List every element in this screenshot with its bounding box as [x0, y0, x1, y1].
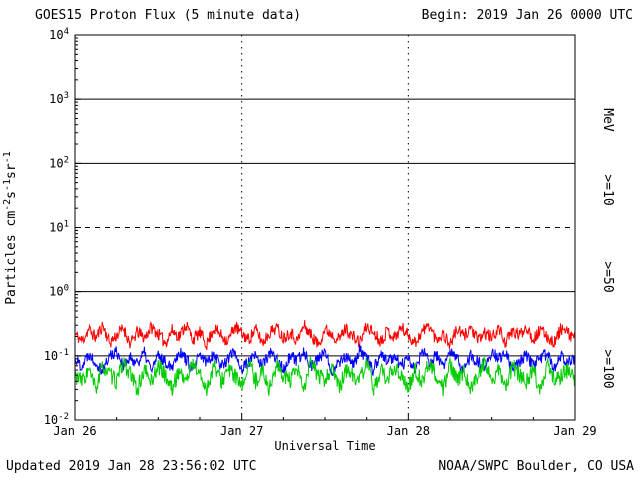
y-axis-title-superscript: -2 [2, 199, 13, 211]
x-axis-title: Universal Time [274, 439, 375, 453]
y-axis-title-part: s [4, 191, 19, 199]
y-tick-label-exponent: 2 [64, 155, 69, 165]
y-axis-title: Particles cm-2s-1sr-1 [2, 151, 19, 305]
y-tick-label: 10-1 [44, 348, 69, 363]
chart-title: GOES15 Proton Flux (5 minute data) [35, 8, 301, 23]
series-line-100-mev [75, 356, 575, 397]
y-tick-label: 104 [49, 27, 69, 42]
y-tick-label-base: 10 [49, 221, 63, 235]
right-axis-series-label-10: >=10 [600, 174, 615, 205]
series-group [75, 320, 575, 397]
right-axis-series-label-100: >=100 [600, 349, 615, 388]
x-tick-label: Jan 29 [553, 424, 596, 438]
y-tick-label-exponent: 3 [64, 91, 69, 101]
series-line-10-mev [75, 320, 575, 351]
x-tick-label: Jan 28 [387, 424, 430, 438]
updated-timestamp-label: Updated 2019 Jan 28 23:56:02 UTC [6, 459, 256, 474]
y-axis-title-superscript: -1 [2, 179, 13, 191]
right-axis-unit-label: MeV [600, 108, 615, 132]
y-tick-label-exponent: -2 [58, 412, 69, 422]
y-tick-label-base: 10 [49, 92, 63, 106]
y-tick-label-exponent: 4 [64, 27, 69, 37]
y-tick-label: 100 [49, 284, 69, 299]
y-tick-label-exponent: -1 [58, 348, 69, 358]
x-tick-label: Jan 26 [53, 424, 96, 438]
y-axis-title-part: sr [4, 163, 19, 179]
y-tick-label-base: 10 [49, 156, 63, 170]
y-tick-label-base: 10 [44, 413, 58, 427]
right-axis-series-label-50: >=50 [600, 261, 615, 292]
credit-label: NOAA/SWPC Boulder, CO USA [438, 459, 634, 474]
series-line-50-mev [75, 344, 575, 377]
begin-timestamp-label: Begin: 2019 Jan 26 0000 UTC [422, 8, 633, 23]
y-tick-label: 102 [49, 155, 69, 170]
x-tick-label: Jan 27 [220, 424, 263, 438]
y-tick-label-exponent: 0 [64, 284, 69, 294]
y-tick-label: 103 [49, 91, 69, 106]
y-tick-label: 101 [49, 220, 69, 235]
y-axis-title-part: Particles cm [4, 211, 19, 305]
y-tick-label-exponent: 1 [64, 220, 69, 230]
y-tick-label-base: 10 [44, 349, 58, 363]
y-tick-label-base: 10 [49, 28, 63, 42]
y-tick-label-base: 10 [49, 285, 63, 299]
y-tick-label: 10-2 [44, 412, 69, 427]
y-axis-title-superscript: -1 [2, 151, 13, 163]
